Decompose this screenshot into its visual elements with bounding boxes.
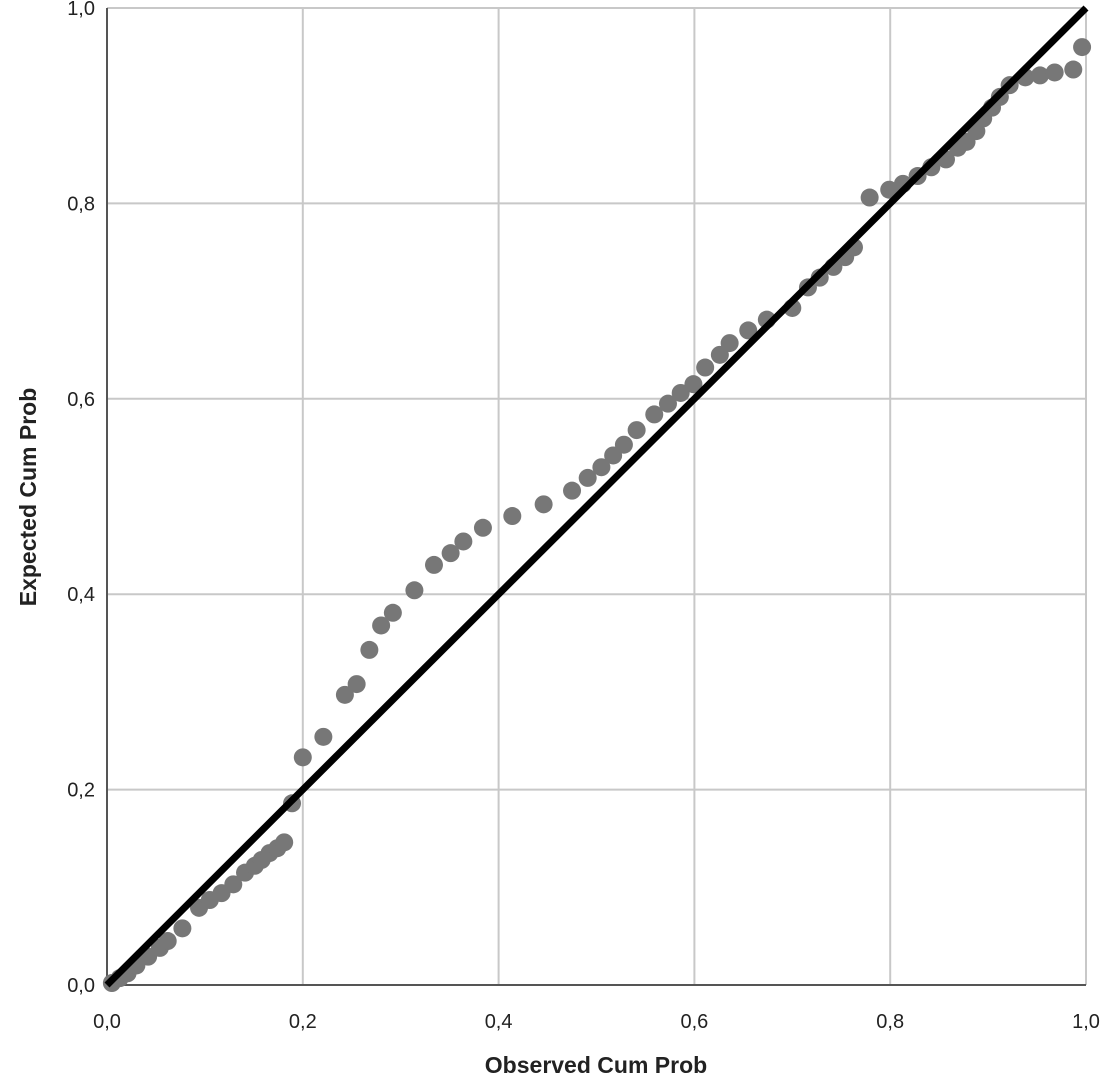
x-tick-label: 1,0 bbox=[1072, 1011, 1100, 1033]
data-point bbox=[578, 468, 597, 487]
data-point bbox=[454, 532, 473, 551]
plot-frame bbox=[106, 8, 1086, 986]
y-tick-label: 0,0 bbox=[67, 975, 95, 997]
data-point bbox=[880, 180, 899, 199]
data-point bbox=[739, 321, 758, 340]
x-axis-title: Observed Cum Prob bbox=[485, 1052, 707, 1078]
data-point bbox=[720, 334, 739, 353]
data-point bbox=[314, 727, 333, 746]
data-point bbox=[224, 875, 243, 894]
data-point bbox=[383, 603, 402, 622]
y-tick-label: 0,8 bbox=[67, 193, 95, 215]
data-point bbox=[293, 748, 312, 767]
data-point bbox=[335, 685, 354, 704]
data-point bbox=[592, 458, 611, 477]
reference-line bbox=[104, 5, 1089, 988]
data-point bbox=[173, 919, 192, 938]
data-point bbox=[503, 507, 522, 526]
reference-line-group bbox=[104, 5, 1089, 988]
data-point bbox=[645, 405, 664, 424]
data-point bbox=[860, 188, 879, 207]
data-point bbox=[614, 435, 633, 454]
data-point bbox=[1030, 66, 1049, 85]
y-tick-label: 1,0 bbox=[67, 0, 95, 20]
data-point bbox=[441, 544, 460, 563]
x-tick-labels: 0,0 0,2 0,4 0,6 0,8 1,0 bbox=[93, 1011, 1100, 1033]
data-point bbox=[627, 421, 646, 440]
data-point bbox=[1073, 38, 1092, 57]
data-point bbox=[534, 495, 553, 514]
data-point bbox=[1045, 63, 1064, 82]
x-tick-label: 0,8 bbox=[876, 1011, 904, 1033]
y-tick-labels: 0,0 0,2 0,4 0,6 0,8 1,0 bbox=[67, 0, 95, 997]
data-point bbox=[1064, 60, 1083, 79]
data-point bbox=[158, 932, 177, 951]
x-tick-label: 0,0 bbox=[93, 1011, 121, 1033]
data-point bbox=[347, 675, 366, 694]
data-point bbox=[696, 358, 715, 377]
data-point bbox=[671, 383, 690, 402]
data-point bbox=[372, 616, 391, 635]
data-point bbox=[275, 833, 294, 852]
data-point bbox=[563, 481, 582, 500]
x-tick-label: 0,4 bbox=[485, 1011, 513, 1033]
data-point bbox=[405, 581, 424, 600]
y-axis-title: Expected Cum Prob bbox=[15, 388, 41, 607]
data-point bbox=[658, 394, 677, 413]
data-point bbox=[424, 555, 443, 574]
x-tick-label: 0,2 bbox=[289, 1011, 317, 1033]
y-tick-label: 0,4 bbox=[67, 584, 95, 606]
y-tick-label: 0,2 bbox=[67, 780, 95, 802]
x-tick-label: 0,6 bbox=[680, 1011, 708, 1033]
data-point bbox=[473, 518, 492, 537]
data-point bbox=[684, 375, 703, 394]
data-point bbox=[360, 640, 379, 659]
data-points bbox=[102, 38, 1092, 993]
y-tick-label: 0,6 bbox=[67, 389, 95, 411]
